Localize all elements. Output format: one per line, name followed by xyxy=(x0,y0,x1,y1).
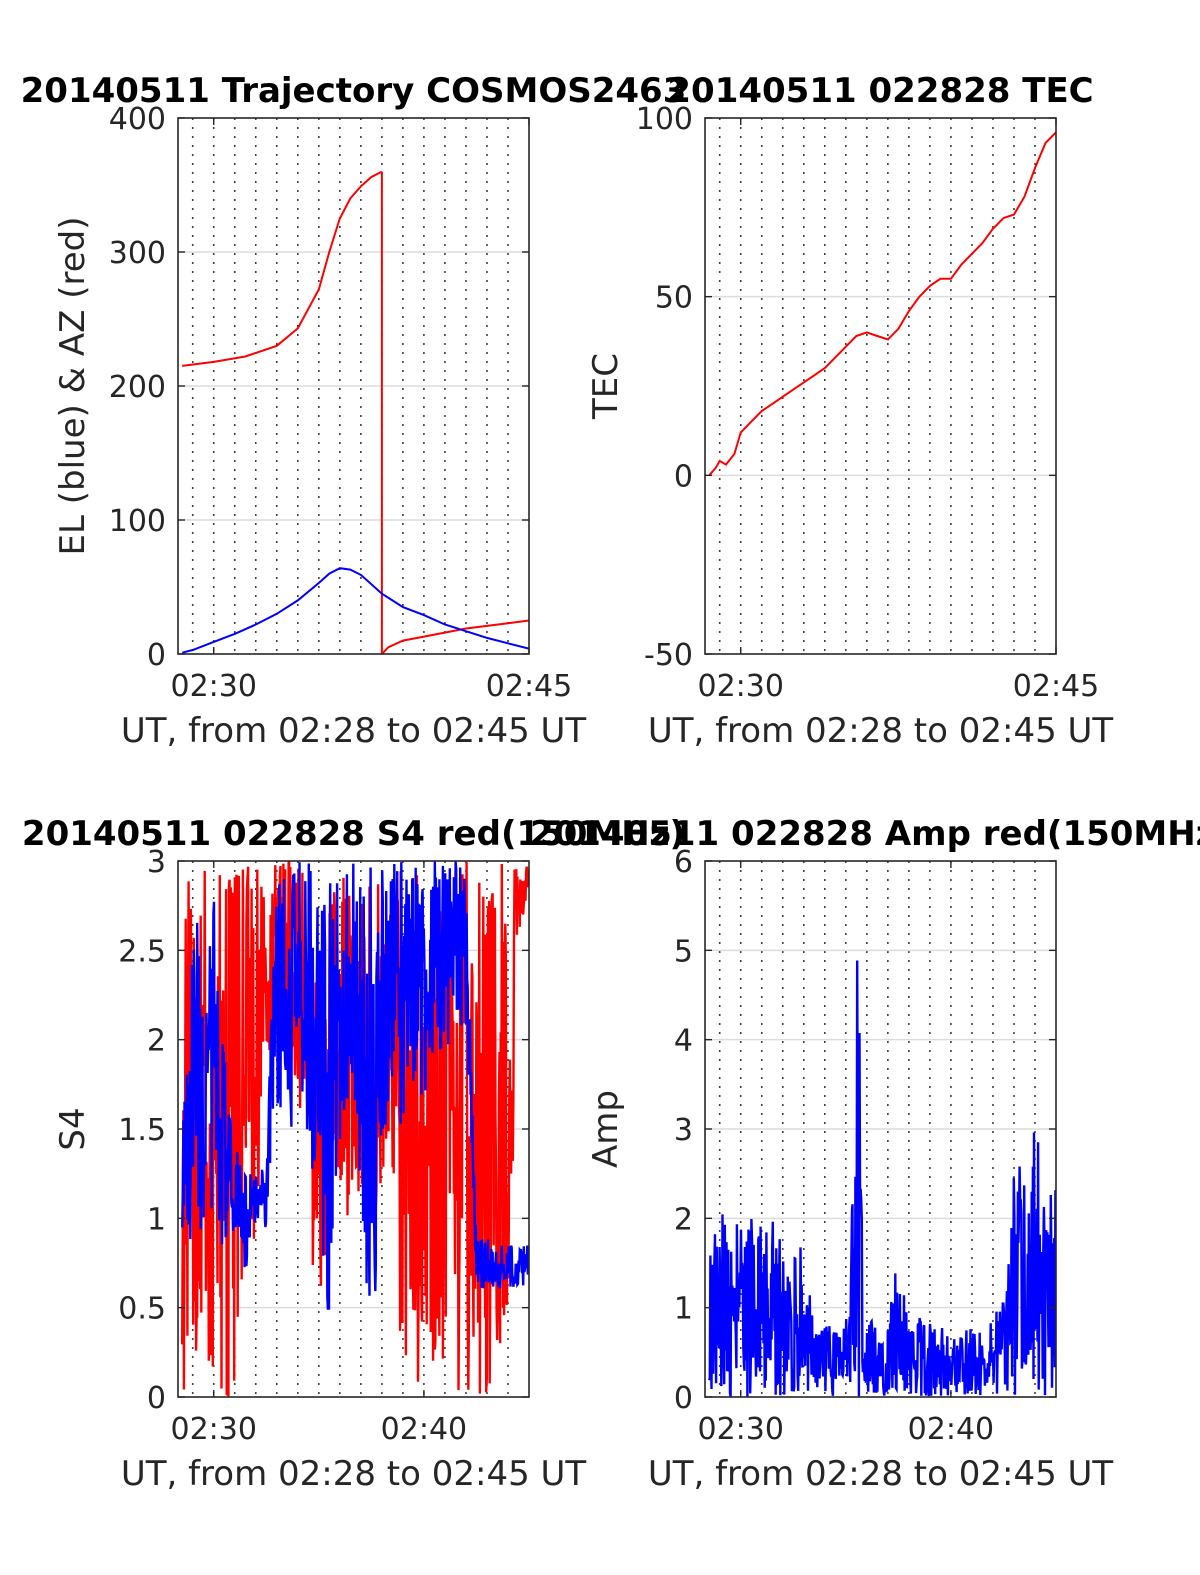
y-tick-label: 1 xyxy=(147,1202,166,1237)
chart-title: 20140511 022828 S4 red(150MHz) xyxy=(22,814,685,854)
y-tick-label: 5 xyxy=(674,934,693,969)
x-axis-label: UT, from 02:28 to 02:45 UT xyxy=(648,1454,1114,1494)
chart-title: 20140511 022828 TEC xyxy=(667,71,1093,111)
x-axis-label: UT, from 02:28 to 02:45 UT xyxy=(648,711,1114,751)
y-tick-label: 100 xyxy=(636,102,693,137)
y-tick-label: 300 xyxy=(109,236,166,271)
plot-area xyxy=(181,861,529,1397)
chart-panel-3: 0 0.5 1 1.5 2 2.5 3 02:30 02:40 UT, from 02:28 to… xyxy=(22,814,685,1494)
plot-area xyxy=(181,170,529,654)
y-tick-label: 0.5 xyxy=(118,1292,166,1327)
x-tick-label: 02:45 xyxy=(486,669,572,704)
x-tick-label: 02:40 xyxy=(908,1412,994,1447)
y-tick-label: 0 xyxy=(147,1381,166,1416)
series-line xyxy=(181,567,529,654)
y-tick-label: 100 xyxy=(109,504,166,539)
y-tick-label: 3 xyxy=(147,845,166,880)
y-tick-label: 0 xyxy=(674,1381,693,1416)
axes-box xyxy=(704,117,1057,655)
y-tick-label: 200 xyxy=(109,370,166,405)
x-axis-label: UT, from 02:28 to 02:45 UT xyxy=(121,711,587,751)
y-tick-label: 1 xyxy=(674,1292,693,1327)
y-tick-label: 6 xyxy=(674,845,693,880)
chart-title: 20140511 022828 Amp red(150MHz) xyxy=(530,814,1200,854)
y-tick-label: 400 xyxy=(109,102,166,137)
x-tick-label: 02:30 xyxy=(170,669,256,704)
plot-area xyxy=(708,960,1056,1397)
x-axis-label: UT, from 02:28 to 02:45 UT xyxy=(121,1454,587,1494)
series-line xyxy=(708,960,1056,1397)
y-tick-label: -50 xyxy=(644,638,693,673)
chart-title: 20140511 Trajectory COSMOS2463 xyxy=(21,71,687,111)
y-axis-label: Amp xyxy=(586,1090,626,1168)
x-tick-label: 02:30 xyxy=(697,669,783,704)
y-tick-label: 4 xyxy=(674,1024,693,1059)
series-line xyxy=(182,170,383,367)
x-tick-label: 02:30 xyxy=(170,1412,256,1447)
y-tick-label: 3 xyxy=(674,1113,693,1148)
y-tick-label: 2 xyxy=(674,1202,693,1237)
chart-panel-4: 0 1 2 3 4 5 6 02:30 02:40 UT, from 02:28 to 02:45… xyxy=(530,814,1200,1494)
y-tick-label: 1.5 xyxy=(118,1113,166,1148)
series-line xyxy=(381,619,529,654)
y-axis-label: EL (blue) & AZ (red) xyxy=(53,216,93,555)
y-tick-label: 0 xyxy=(674,459,693,494)
y-axis-label: S4 xyxy=(53,1107,93,1150)
y-tick-label: 2 xyxy=(147,1024,166,1059)
y-tick-label: 0 xyxy=(147,638,166,673)
y-tick-label: 50 xyxy=(655,281,693,316)
chart-panel-2: -50 0 50 100 02:30 02:45 UT, from 02:28 to 02:… xyxy=(586,71,1113,751)
series-line xyxy=(708,131,1056,476)
x-tick-label: 02:30 xyxy=(697,1412,783,1447)
series-line xyxy=(181,861,529,1310)
y-axis-label: TEC xyxy=(586,353,626,420)
y-tick-label: 2.5 xyxy=(118,934,166,969)
x-tick-label: 02:40 xyxy=(381,1412,467,1447)
plot-area xyxy=(708,131,1056,476)
x-tick-label: 02:45 xyxy=(1013,669,1099,704)
chart-panel-1: 0 100 200 300 400 02:30 02:45 UT, from 02:28 to… xyxy=(21,71,687,751)
